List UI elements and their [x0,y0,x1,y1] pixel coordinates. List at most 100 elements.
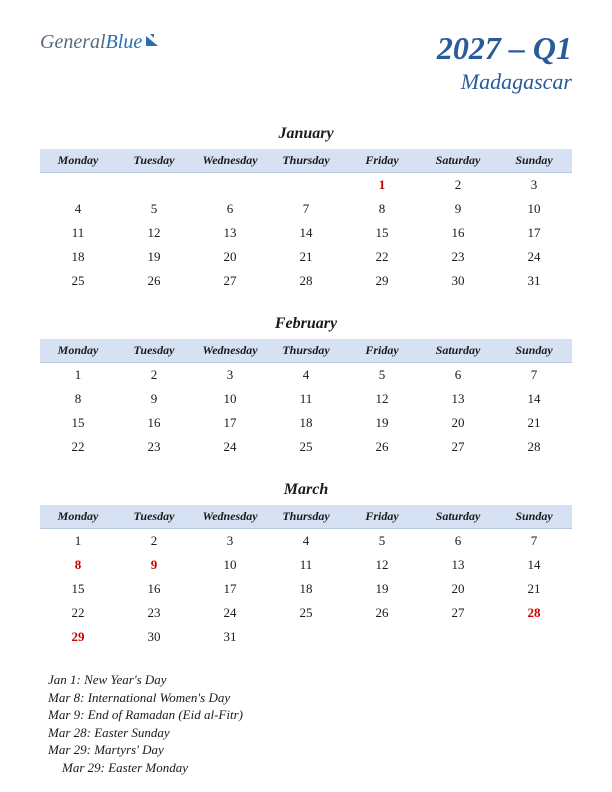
calendar-cell: 27 [420,601,496,625]
calendar-cell [496,625,572,649]
calendar-row: 45678910 [40,197,572,221]
calendar-cell: 18 [268,411,344,435]
day-header: Sunday [496,339,572,363]
month-name: January [40,125,572,143]
calendar-cell: 12 [344,553,420,577]
day-header: Friday [344,339,420,363]
holidays-list: Jan 1: New Year's DayMar 8: Internationa… [48,671,572,776]
day-header: Tuesday [116,339,192,363]
calendar-table: MondayTuesdayWednesdayThursdayFridaySatu… [40,149,572,293]
day-header: Wednesday [192,339,268,363]
calendar-cell: 5 [344,363,420,388]
day-header: Saturday [420,149,496,173]
logo: GeneralBlue [40,30,162,54]
calendar-cell: 2 [116,529,192,554]
calendar-row: 293031 [40,625,572,649]
calendar-cell: 4 [268,363,344,388]
day-header: Wednesday [192,149,268,173]
day-header: Sunday [496,505,572,529]
calendar-cell: 17 [192,411,268,435]
calendar-row: 15161718192021 [40,411,572,435]
calendar-cell: 7 [496,529,572,554]
calendar-cell: 14 [268,221,344,245]
months-container: JanuaryMondayTuesdayWednesdayThursdayFri… [40,125,572,649]
calendar-table: MondayTuesdayWednesdayThursdayFridaySatu… [40,339,572,459]
calendar-cell: 28 [496,601,572,625]
day-header: Sunday [496,149,572,173]
day-header: Friday [344,149,420,173]
logo-text-general: General [40,31,106,54]
calendar-cell: 15 [40,577,116,601]
day-header: Saturday [420,339,496,363]
calendar-cell: 21 [496,411,572,435]
calendar-cell: 11 [268,553,344,577]
calendar-cell: 9 [116,387,192,411]
calendar-cell: 17 [496,221,572,245]
calendar-cell [420,625,496,649]
day-header: Tuesday [116,505,192,529]
calendar-cell: 3 [496,173,572,198]
calendar-cell: 18 [268,577,344,601]
calendar-cell [40,173,116,198]
calendar-cell: 24 [192,601,268,625]
calendar-cell [268,625,344,649]
calendar-cell: 18 [40,245,116,269]
calendar-row: 891011121314 [40,553,572,577]
day-header: Monday [40,149,116,173]
month-name: March [40,481,572,499]
calendar-cell: 25 [40,269,116,293]
calendar-row: 22232425262728 [40,601,572,625]
calendar-cell: 20 [420,411,496,435]
calendar-cell: 30 [420,269,496,293]
calendar-cell: 16 [116,411,192,435]
calendar-cell: 23 [116,601,192,625]
calendar-cell [268,173,344,198]
calendar-cell: 1 [40,363,116,388]
calendar-cell: 26 [116,269,192,293]
calendar-cell: 11 [40,221,116,245]
calendar-cell: 4 [268,529,344,554]
calendar-cell: 13 [192,221,268,245]
calendar-cell: 22 [40,601,116,625]
calendar-row: 891011121314 [40,387,572,411]
header: GeneralBlue 2027 – Q1 Madagascar [40,30,572,95]
calendar-cell: 10 [192,553,268,577]
calendar-cell: 6 [420,529,496,554]
calendar-cell: 10 [192,387,268,411]
calendar-cell [192,173,268,198]
calendar-cell: 6 [192,197,268,221]
calendar-cell: 11 [268,387,344,411]
calendar-cell: 19 [344,411,420,435]
calendar-cell: 3 [192,529,268,554]
calendar-cell: 22 [40,435,116,459]
calendar-cell: 31 [496,269,572,293]
day-header: Thursday [268,339,344,363]
calendar-cell: 16 [116,577,192,601]
calendar-cell: 9 [116,553,192,577]
calendar-cell: 6 [420,363,496,388]
calendar-cell [344,625,420,649]
calendar-table: MondayTuesdayWednesdayThursdayFridaySatu… [40,505,572,649]
calendar-cell: 19 [116,245,192,269]
calendar-cell: 2 [116,363,192,388]
calendar-cell: 14 [496,553,572,577]
calendar-row: 25262728293031 [40,269,572,293]
calendar-row: 1234567 [40,363,572,388]
calendar-row: 18192021222324 [40,245,572,269]
calendar-row: 11121314151617 [40,221,572,245]
month-block: January MondayTuesdayWednesdayThursdayFri… [40,125,572,293]
calendar-cell: 5 [344,529,420,554]
logo-text-blue: Blue [106,31,143,54]
calendar-cell: 15 [40,411,116,435]
period-title: 2027 – Q1 [437,30,572,67]
calendar-cell: 21 [268,245,344,269]
calendar-cell: 28 [496,435,572,459]
calendar-cell: 1 [40,529,116,554]
calendar-cell: 9 [420,197,496,221]
calendar-cell: 27 [420,435,496,459]
calendar-cell: 23 [116,435,192,459]
calendar-cell: 15 [344,221,420,245]
calendar-cell: 7 [268,197,344,221]
calendar-cell: 4 [40,197,116,221]
calendar-row: 1234567 [40,529,572,554]
